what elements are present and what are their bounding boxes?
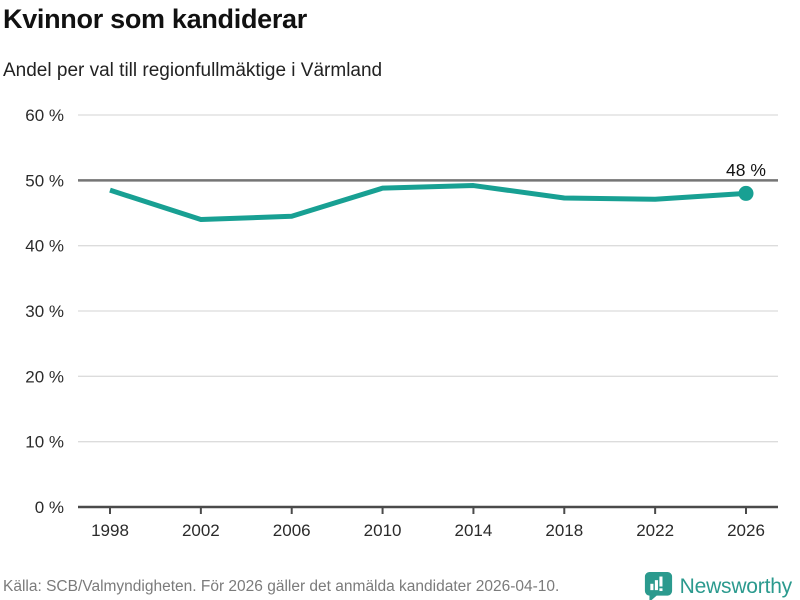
end-point-label: 48 %: [726, 160, 766, 180]
x-tick-label: 2014: [455, 521, 493, 540]
x-tick-label: 2006: [273, 521, 311, 540]
x-tick-label: 2022: [636, 521, 674, 540]
chart-title: Kvinnor som kandiderar: [3, 4, 307, 34]
y-tick-label: 30 %: [25, 302, 64, 321]
x-tick-label: 2026: [727, 521, 765, 540]
x-tick-label: 2010: [364, 521, 402, 540]
line-chart: 0 % 10 % 20 % 30 % 40 % 50 % 60 % 1998 2002 2006 2…: [25, 106, 778, 540]
x-tick-label: 2002: [182, 521, 220, 540]
brand-lockup: Newsworthy: [644, 571, 792, 600]
y-tick-label: 20 %: [25, 367, 64, 386]
x-tick-label: 2018: [545, 521, 583, 540]
chart-subtitle: Andel per val till regionfullmäktige i V…: [3, 60, 383, 81]
source-attribution: Källa: SCB/Valmyndigheten. För 2026 gäll…: [3, 578, 560, 595]
y-tick-label: 50 %: [25, 171, 64, 190]
trend-line: [109, 183, 747, 223]
x-tick-label: 1998: [91, 521, 129, 540]
y-tick-label: 60 %: [25, 106, 64, 125]
y-tick-label: 0 %: [35, 498, 64, 517]
end-point-marker: [738, 185, 754, 201]
newsworthy-logo-icon: [644, 572, 672, 600]
brand-name: Newsworthy: [679, 574, 793, 598]
y-tick-label: 40 %: [25, 237, 64, 256]
chart-footer: Källa: SCB/Valmyndigheten. För 2026 gäll…: [0, 571, 800, 600]
y-tick-label: 10 %: [25, 433, 64, 452]
